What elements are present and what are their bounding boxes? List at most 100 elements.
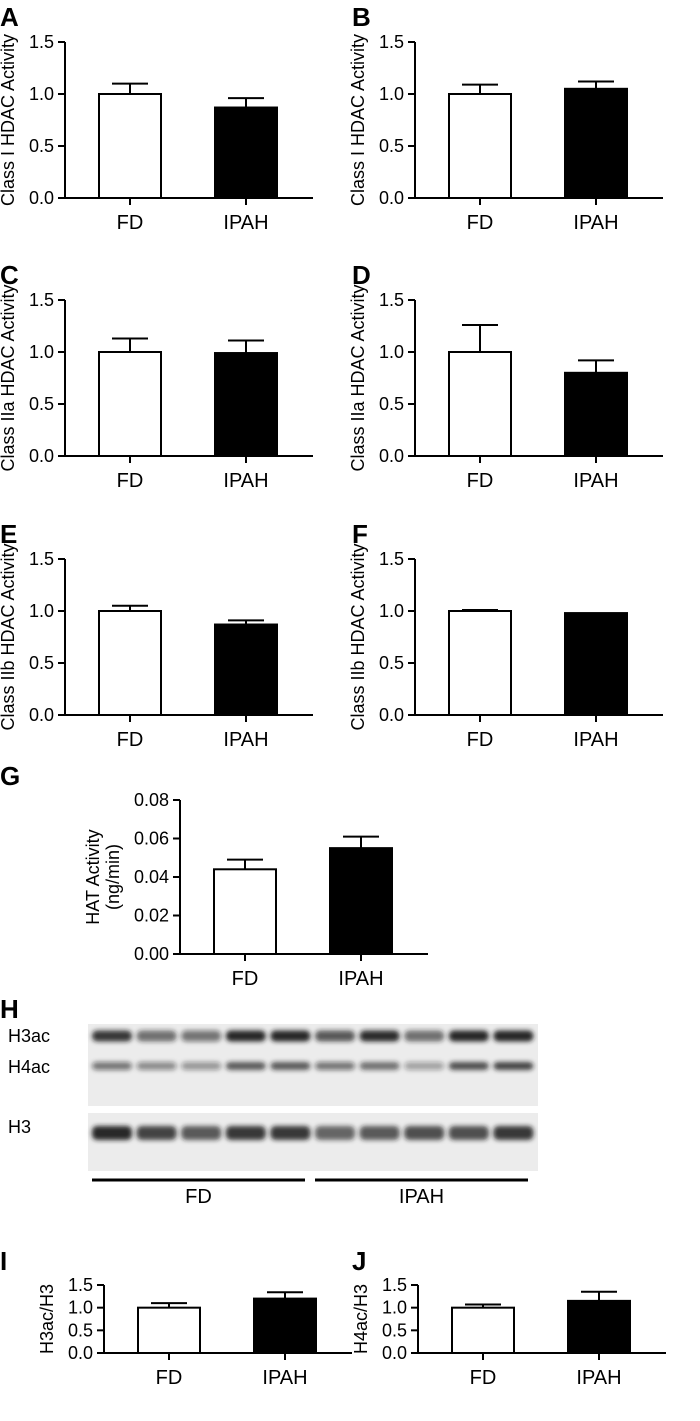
blot-group-label: FD bbox=[185, 1186, 212, 1208]
panel-letter: F bbox=[352, 519, 368, 549]
bar-ipah bbox=[564, 371, 628, 457]
bar-chart-j: J 0.0 0.51.0 1.5 H4ac/H3 FD IPAH bbox=[351, 1246, 666, 1389]
y-tick-label: 1.0 bbox=[379, 601, 404, 621]
category-label: FD bbox=[467, 212, 494, 234]
blot-band-h3ac bbox=[315, 1030, 355, 1042]
y-tick-label: 1.0 bbox=[382, 1298, 407, 1318]
y-axis-title: Class IIb HDAC Activity bbox=[348, 543, 368, 730]
blot-band-h3ac bbox=[270, 1030, 311, 1042]
panel-letter: D bbox=[352, 260, 371, 290]
y-tick-label: 0.0 bbox=[382, 1343, 407, 1363]
blot-band-h4ac bbox=[136, 1062, 177, 1070]
y-tick-label: 0.0 bbox=[29, 446, 54, 466]
bar-chart-i: I 0.0 0.51.0 1.5 H3ac/H3 FD IPAH bbox=[0, 1246, 352, 1389]
bar-chart-b: B 0.0 0.5 1.0 1.5 Class I HDAC Activity FD IPAH bbox=[348, 2, 663, 234]
y-tick-label: 0.5 bbox=[379, 394, 404, 414]
blot-band-h3 bbox=[225, 1126, 266, 1140]
y-axis-title: Class IIb HDAC Activity bbox=[0, 543, 18, 730]
y-tick-label: 0.5 bbox=[29, 394, 54, 414]
y-tick-label: 1.5 bbox=[379, 32, 404, 52]
bar-chart-e: E 0.0 0.5 1.0 1.5 Class IIb HDAC Activity FD IP… bbox=[0, 519, 313, 751]
bar-chart-c: C 0.0 0.5 1.0 1.5 Class IIa HDAC Activity FD IP… bbox=[0, 260, 313, 492]
y-tick-label: 1.0 bbox=[29, 601, 54, 621]
bar-fd bbox=[213, 868, 277, 955]
bar-ipah bbox=[214, 106, 278, 199]
bar-ipah bbox=[329, 847, 393, 955]
y-tick-label: 0.0 bbox=[379, 446, 404, 466]
category-label: FD bbox=[117, 470, 144, 492]
y-tick-label: 1.0 bbox=[29, 84, 54, 104]
bar-fd bbox=[448, 351, 512, 457]
blot-band-h3ac bbox=[181, 1030, 222, 1042]
category-label: IPAH bbox=[262, 1367, 307, 1389]
bar-fd bbox=[448, 93, 512, 199]
bar-fd bbox=[137, 1306, 201, 1354]
bar-ipah bbox=[567, 1299, 631, 1355]
blot-band-h3 bbox=[270, 1126, 311, 1140]
panel-letter: A bbox=[0, 2, 19, 32]
blot-band-h4ac bbox=[404, 1062, 445, 1070]
y-tick-label: 1.0 bbox=[68, 1298, 93, 1318]
panel-letter: C bbox=[0, 260, 19, 290]
y-tick-label: 0.02 bbox=[134, 906, 169, 926]
blot-group-label: IPAH bbox=[399, 1186, 444, 1208]
y-axis-title: Class I HDAC Activity bbox=[348, 34, 368, 206]
bar-ipah bbox=[214, 623, 278, 717]
bar-ipah bbox=[253, 1297, 317, 1354]
category-label: IPAH bbox=[576, 1367, 621, 1389]
blot-band-h3 bbox=[493, 1126, 534, 1140]
bar-ipah bbox=[564, 612, 628, 717]
y-tick-label: 1.5 bbox=[29, 32, 54, 52]
blot-membrane-h3 bbox=[88, 1113, 538, 1171]
blot-band-h3ac bbox=[136, 1030, 177, 1042]
y-axis-title: Class IIa HDAC Activity bbox=[348, 284, 368, 471]
y-tick-label: 0.5 bbox=[68, 1320, 93, 1340]
panel-letter: B bbox=[352, 2, 371, 32]
category-label: FD bbox=[117, 729, 144, 751]
blot-row-label: H4ac bbox=[8, 1057, 50, 1077]
blot-band-h3 bbox=[181, 1126, 222, 1140]
blot-band-h3ac bbox=[225, 1030, 266, 1042]
blot-band-h3ac bbox=[493, 1030, 534, 1042]
blot-band-h4ac bbox=[315, 1062, 355, 1070]
category-label: IPAH bbox=[338, 968, 383, 990]
category-label: IPAH bbox=[223, 212, 268, 234]
category-label: FD bbox=[232, 968, 259, 990]
bar-fd bbox=[98, 93, 162, 199]
category-label: IPAH bbox=[223, 470, 268, 492]
blot-band-h4ac bbox=[359, 1062, 400, 1070]
y-tick-label: 0.0 bbox=[379, 705, 404, 725]
y-axis-title: Class IIa HDAC Activity bbox=[0, 284, 18, 471]
y-tick-label: 1.5 bbox=[382, 1275, 407, 1295]
y-tick-label: 0.5 bbox=[379, 653, 404, 673]
blot-row-label: H3ac bbox=[8, 1026, 50, 1046]
category-label: IPAH bbox=[573, 212, 618, 234]
blot-band-h3 bbox=[136, 1126, 177, 1140]
blot-band-h3 bbox=[315, 1126, 355, 1140]
y-tick-label: 0.04 bbox=[134, 867, 169, 887]
category-label: FD bbox=[117, 212, 144, 234]
y-tick-label: 0.0 bbox=[379, 188, 404, 208]
bar-ipah bbox=[564, 87, 628, 199]
bar-fd bbox=[448, 610, 512, 716]
y-axis-title: HAT Activity bbox=[83, 829, 103, 924]
blot-band-h3 bbox=[448, 1126, 489, 1140]
bar-fd bbox=[98, 351, 162, 457]
panel-letter: G bbox=[0, 761, 20, 791]
panel-letter: H bbox=[0, 994, 19, 1024]
blot-band-h3ac bbox=[448, 1030, 489, 1042]
y-tick-label: 1.5 bbox=[379, 290, 404, 310]
y-tick-label: 0.00 bbox=[134, 944, 169, 964]
category-label: FD bbox=[470, 1367, 497, 1389]
bar-chart-d: D 0.0 0.5 1.0 1.5 Class IIa HDAC Activity FD IP… bbox=[348, 260, 663, 492]
y-tick-label: 1.0 bbox=[379, 84, 404, 104]
bar-chart-g: G 0.00 0.02 0.04 0.06 0.08 HAT Activity (ng/min… bbox=[0, 761, 428, 990]
blot-band-h3 bbox=[404, 1126, 445, 1140]
bar-fd bbox=[98, 610, 162, 716]
category-label: IPAH bbox=[573, 729, 618, 751]
blot-band-h4ac bbox=[448, 1062, 489, 1070]
y-tick-label: 0.5 bbox=[382, 1320, 407, 1340]
